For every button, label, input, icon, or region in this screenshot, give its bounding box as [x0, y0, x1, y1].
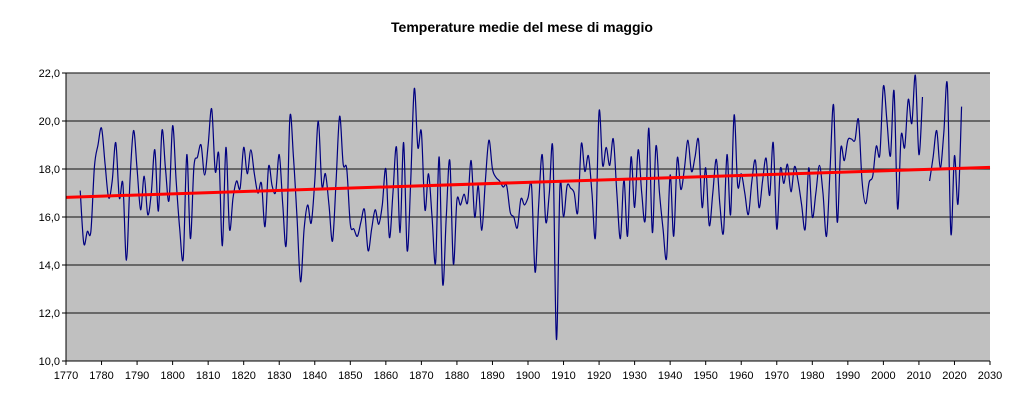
x-tick-label: 1940 — [658, 370, 682, 382]
x-tick-label: 1820 — [231, 370, 255, 382]
chart-title: Temperature medie del mese di maggio — [391, 19, 653, 35]
x-tick-label: 1980 — [800, 370, 824, 382]
y-axis-tick-labels: 10,0 12,0 14,0 16,0 18,0 20,0 22,0 — [39, 68, 66, 368]
x-tick-label: 1790 — [125, 370, 149, 382]
x-tick-label: 1990 — [836, 370, 860, 382]
x-tick-label: 1920 — [587, 370, 611, 382]
y-tick-label: 22,0 — [39, 68, 60, 80]
series-line-temperature — [928, 81, 963, 236]
x-tick-label: 1800 — [160, 370, 184, 382]
x-tick-label: 1850 — [338, 370, 362, 382]
trend-line — [65, 165, 991, 199]
y-tick-label: 20,0 — [39, 116, 60, 128]
x-tick-label: 1900 — [516, 370, 540, 382]
x-tick-label: 1910 — [551, 370, 575, 382]
x-tick-label: 1810 — [196, 370, 220, 382]
y-tick-label: 12,0 — [39, 308, 60, 320]
y-tick-label: 18,0 — [39, 164, 60, 176]
x-tick-label: 2030 — [978, 370, 1002, 382]
series-group — [65, 74, 991, 341]
series-line-temperature — [79, 74, 924, 341]
x-tick-label: 1840 — [303, 370, 327, 382]
x-tick-label: 1880 — [445, 370, 469, 382]
x-tick-label: 2010 — [907, 370, 931, 382]
y-tick-label: 14,0 — [39, 260, 60, 272]
x-tick-label: 1780 — [89, 370, 113, 382]
x-tick-label: 1890 — [480, 370, 504, 382]
x-tick-label: 1860 — [374, 370, 398, 382]
y-tick-label: 16,0 — [39, 212, 60, 224]
x-tick-label: 1770 — [54, 370, 78, 382]
x-tick-label: 1870 — [409, 370, 433, 382]
x-tick-label: 2000 — [871, 370, 895, 382]
x-tick-label: 2020 — [942, 370, 966, 382]
x-tick-label: 1950 — [693, 370, 717, 382]
y-tick-label: 10,0 — [39, 356, 60, 368]
x-tick-label: 1930 — [622, 370, 646, 382]
x-tick-label: 1830 — [267, 370, 291, 382]
x-tick-label: 1960 — [729, 370, 753, 382]
x-tick-label: 1970 — [765, 370, 789, 382]
x-axis-tick-labels: 1770 1780 1790 1800 1810 1820 1830 1840 1850 1860… — [54, 361, 1002, 382]
